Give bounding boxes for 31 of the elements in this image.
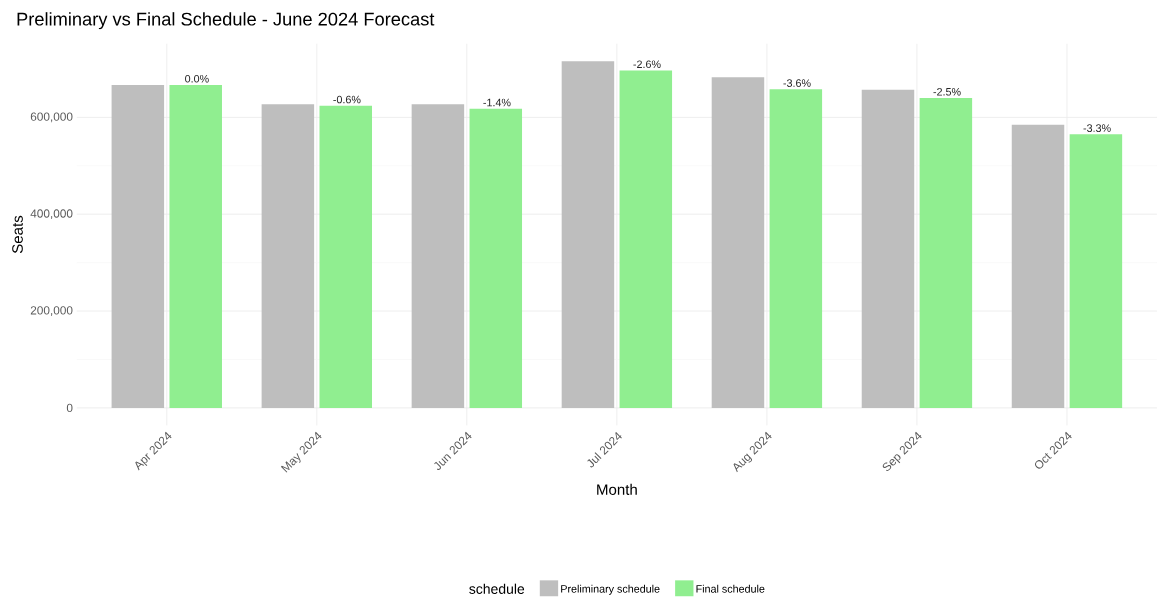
y-tick-label: 600,000 bbox=[30, 112, 73, 123]
bar bbox=[319, 105, 373, 408]
legend-label: Preliminary schedule bbox=[561, 584, 660, 595]
y-tick-label: 400,000 bbox=[30, 209, 73, 219]
bar bbox=[111, 84, 165, 408]
legend-label: Final schedule bbox=[696, 584, 765, 593]
bar bbox=[1011, 124, 1065, 408]
bar bbox=[619, 70, 673, 408]
chart-title: Preliminary vs Final Schedule - June 2024 Forecast bbox=[17, 12, 435, 30]
bar bbox=[711, 77, 765, 408]
y-tick-label: 200,000 bbox=[30, 306, 73, 316]
annotation: -2.5% bbox=[933, 87, 961, 96]
x-axis-title: Month bbox=[597, 483, 637, 495]
bar bbox=[1069, 134, 1123, 408]
bar bbox=[769, 89, 823, 408]
bar bbox=[919, 97, 973, 408]
annotation: -0.6% bbox=[333, 95, 361, 104]
y-axis-title: Seats bbox=[12, 215, 23, 253]
bar bbox=[411, 104, 465, 408]
annotation: -2.6% bbox=[633, 60, 661, 68]
bar bbox=[561, 61, 615, 408]
annotation: 0.0% bbox=[185, 74, 209, 83]
bar bbox=[861, 89, 915, 408]
bar bbox=[169, 84, 222, 408]
bar bbox=[261, 104, 315, 408]
annotation: -3.6% bbox=[783, 79, 811, 87]
legend-title: schedule bbox=[469, 583, 525, 594]
annotation: -1.4% bbox=[483, 98, 511, 107]
bar bbox=[469, 108, 523, 408]
y-tick-label: 0 bbox=[66, 403, 73, 412]
annotation: -3.3% bbox=[1083, 124, 1111, 132]
